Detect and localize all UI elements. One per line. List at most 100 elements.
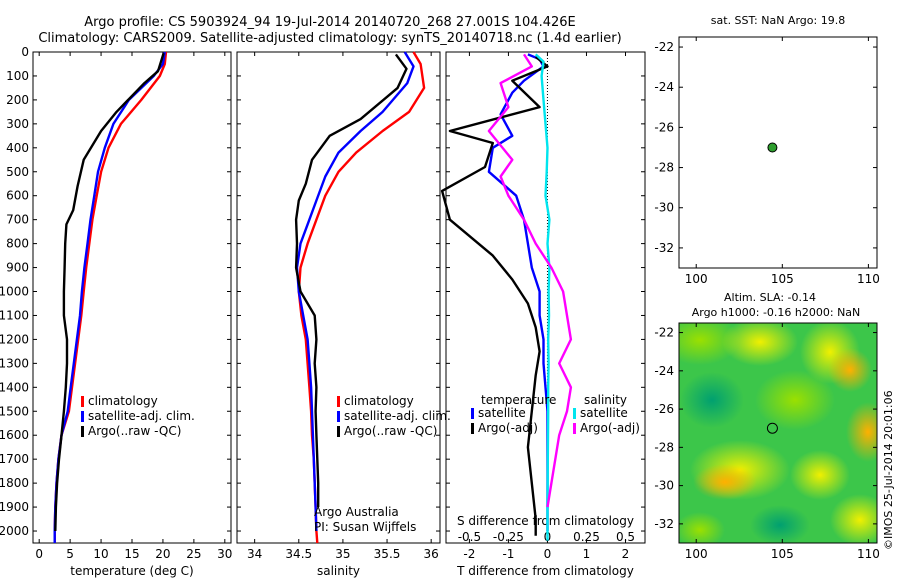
legend-title: temperature [481, 393, 556, 407]
legend-swatch [573, 408, 576, 419]
y-tick-label: 800 [6, 237, 29, 251]
y-tick-label: 1600 [0, 428, 29, 442]
legend-swatch [81, 426, 84, 437]
legend-swatch [471, 408, 474, 419]
sla-heatmap [679, 323, 877, 543]
annotation-text: PI: Susan Wijffels [314, 520, 416, 534]
x-axis-label: T difference from climatology [456, 564, 634, 578]
legend-label: Argo(-adj) [478, 421, 538, 435]
series-line-satellite [53, 51, 166, 543]
y-tick-label: 1200 [0, 332, 29, 346]
x-tick-label: 34 [247, 547, 262, 561]
sla-map-title1: Altim. SLA: -0.14 [724, 291, 816, 304]
y-tick-label: 1500 [0, 404, 29, 418]
map-y-tick-label: -30 [654, 201, 674, 215]
map-y-tick-label: -26 [654, 402, 674, 416]
series-line-sal_argo [487, 53, 573, 508]
plot-frame [445, 51, 646, 544]
x-tick-label: 20 [155, 547, 170, 561]
legend-label: satellite [580, 406, 628, 420]
annotation-text: Argo Australia [314, 505, 399, 519]
legend-label: climatology [344, 394, 414, 408]
x-tick-label: 25 [186, 547, 201, 561]
x-tick-label: 2 [622, 547, 630, 561]
x2-tick-label: -0.5 [458, 530, 481, 544]
series-line-satellite [487, 53, 549, 531]
x-axis-label: temperature (deg C) [70, 564, 193, 578]
x2-tick-label: 0.5 [616, 530, 635, 544]
map-y-tick-label: -32 [654, 241, 674, 255]
x-tick-label: 35.5 [374, 547, 401, 561]
legend-label: satellite [478, 406, 526, 420]
x-axis-label: salinity [317, 564, 360, 578]
map-x-tick-label: 100 [685, 547, 708, 561]
x-tick-label: 0 [544, 547, 552, 561]
map-x-tick-label: 105 [771, 272, 794, 286]
plot-frame [236, 51, 441, 544]
x-tick-label: -2 [463, 547, 475, 561]
legend-label: satellite-adj. clim. [344, 409, 451, 423]
legend-swatch [337, 426, 340, 437]
map-x-tick-label: 105 [771, 547, 794, 561]
header-line1: Argo profile: CS 5903924_94 19-Jul-2014 … [84, 15, 575, 30]
x2-tick-label: -0.25 [493, 530, 524, 544]
y-tick-label: 500 [6, 165, 29, 179]
y-tick-label: 1300 [0, 356, 29, 370]
y-tick-label: 100 [6, 69, 29, 83]
legend-swatch [81, 396, 84, 407]
map-y-tick-label: -30 [654, 479, 674, 493]
legend-label: Argo(-adj) [580, 421, 640, 435]
series-line-sal_satellite [534, 53, 551, 541]
series-line-argo [294, 53, 408, 508]
x-tick-label: 15 [124, 547, 139, 561]
legend-label: climatology [88, 394, 158, 408]
legend-swatch [337, 396, 340, 407]
y-tick-label: 1000 [0, 285, 29, 299]
legend-label: satellite-adj. clim. [88, 409, 195, 423]
x-tick-label: 35 [335, 547, 350, 561]
legend-swatch [471, 423, 474, 434]
map-y-tick-label: -28 [654, 440, 674, 454]
series-line-climatology [53, 51, 168, 543]
difference-panel: -2 -1 0 1 2 T difference from climatology S di… [440, 51, 646, 578]
x-tick-label: -1 [502, 547, 514, 561]
legend-swatch [573, 423, 576, 434]
y-tick-label: 700 [6, 213, 29, 227]
y-tick-label: 1400 [0, 380, 29, 394]
map-frame [678, 322, 878, 544]
legend-swatch [81, 411, 84, 422]
map-frame [678, 36, 878, 269]
y-tick-label: 2000 [0, 524, 29, 538]
y-tick-label: 900 [6, 261, 29, 275]
y-tick-label: 200 [6, 93, 29, 107]
x-tick-label: 36 [424, 547, 439, 561]
watermark: ©IMOS 25-Jul-2014 20:01:06 [882, 390, 895, 550]
sla-map-title2: Argo h1000: -0.16 h2000: NaN [692, 306, 861, 319]
y-tick-label: 1100 [0, 308, 29, 322]
legend-title: salinity [584, 393, 627, 407]
argo-location-marker [766, 422, 778, 434]
map-x-tick-label: 110 [857, 272, 880, 286]
y-tick-label: 1800 [0, 476, 29, 490]
y-tick-label: 400 [6, 141, 29, 155]
series-line-argo [54, 52, 165, 532]
legend-swatch [337, 411, 340, 422]
legend-label: Argo(..raw -QC) [344, 424, 437, 438]
map-x-tick-label: 110 [857, 547, 880, 561]
header-line2: Climatology: CARS2009. Satellite-adjuste… [38, 31, 621, 46]
sla-map: -22 -24 -26 -28 -30 -32 100 105 110 [654, 322, 880, 561]
map-y-tick-label: -22 [654, 326, 674, 340]
y-tick-label: 0 [21, 45, 29, 59]
x-tick-label: 5 [66, 547, 74, 561]
legend-label: Argo(..raw -QC) [88, 424, 181, 438]
x2-axis-label: S difference from climatology [457, 514, 634, 528]
x2-tick-label: 0.25 [573, 530, 600, 544]
x-tick-label: 30 [217, 547, 232, 561]
sst-map: -22 -24 -26 -28 -30 -32 100 105 110 [654, 36, 880, 286]
y-tick-label: 600 [6, 189, 29, 203]
map-x-tick-label: 100 [685, 272, 708, 286]
series-line-argo [440, 55, 549, 536]
salinity-panel: 34 34.5 35 35.5 36 salinity climatologysatelli… [236, 51, 451, 578]
argo-location-marker [767, 142, 778, 153]
